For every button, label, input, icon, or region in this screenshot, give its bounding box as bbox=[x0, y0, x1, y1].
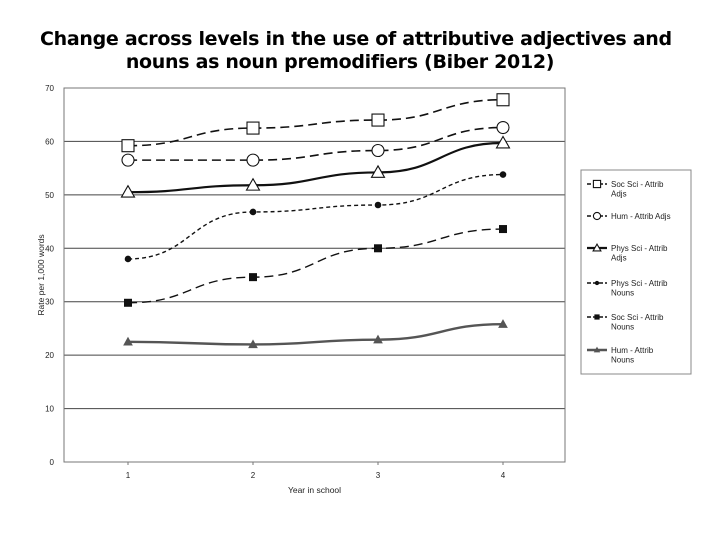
series-0-point-2 bbox=[246, 121, 260, 135]
y-tick-label-60: 60 bbox=[45, 137, 54, 146]
series-line-5 bbox=[127, 322, 504, 346]
series-4-point-4 bbox=[499, 225, 507, 234]
y-tick-label-40: 40 bbox=[45, 244, 54, 253]
legend-marker-5 bbox=[593, 346, 601, 353]
legend-marker-4 bbox=[594, 314, 600, 320]
series-0-point-4 bbox=[496, 93, 510, 107]
chart-title-line-1: Change across levels in the use of attri… bbox=[40, 28, 672, 50]
series-3-point-2 bbox=[249, 208, 257, 216]
series-line-3 bbox=[127, 173, 504, 260]
x-tick-label-1: 1 bbox=[126, 471, 131, 480]
series-5-point-3 bbox=[373, 334, 383, 344]
legend-label-4-line-1: Nouns bbox=[611, 323, 634, 332]
series-0-point-3 bbox=[371, 113, 385, 127]
series-2-point-4 bbox=[495, 135, 511, 149]
legend-marker-1 bbox=[592, 211, 602, 221]
series-4-point-2 bbox=[249, 273, 257, 282]
legend-box bbox=[580, 169, 692, 375]
series-3-point-1 bbox=[124, 255, 132, 263]
series-line-1 bbox=[128, 126, 504, 161]
legend-label-3-line-1: Nouns bbox=[611, 289, 634, 298]
plot-area-frame bbox=[63, 87, 566, 463]
series-2-point-1 bbox=[120, 184, 136, 198]
series-line-4 bbox=[127, 228, 504, 304]
series-1-point-1 bbox=[121, 153, 135, 167]
series-5-point-1 bbox=[123, 336, 133, 346]
legend-marker-0 bbox=[592, 179, 602, 189]
y-tick-label-20: 20 bbox=[45, 351, 54, 360]
series-line-0 bbox=[127, 98, 504, 147]
y-tick-label-70: 70 bbox=[45, 84, 54, 93]
series-line-2 bbox=[127, 141, 504, 194]
x-tick-label-3: 3 bbox=[376, 471, 381, 480]
series-3-point-3 bbox=[374, 201, 382, 209]
x-tick-label-2: 2 bbox=[251, 471, 256, 480]
series-2-point-3 bbox=[370, 164, 386, 178]
legend-label-0-line-1: Adjs bbox=[611, 190, 627, 199]
y-tick-label-10: 10 bbox=[45, 405, 54, 414]
series-2-point-2 bbox=[245, 177, 261, 191]
y-tick-label-0: 0 bbox=[50, 458, 55, 467]
series-1-point-4 bbox=[496, 120, 510, 135]
legend-label-1-line-0: Hum - Attrib Adjs bbox=[611, 212, 671, 221]
y-axis-label: Rate per 1,000 words bbox=[36, 234, 46, 315]
series-4-point-3 bbox=[374, 244, 382, 253]
y-tick-label-30: 30 bbox=[45, 298, 54, 307]
x-tick-label-4: 4 bbox=[501, 471, 506, 480]
series-1-point-2 bbox=[246, 153, 260, 167]
series-3-point-4 bbox=[499, 171, 507, 178]
legend-label-4-line-0: Soc Sci - Attrib bbox=[611, 313, 664, 322]
series-4-point-1 bbox=[124, 298, 132, 307]
series-1-point-3 bbox=[371, 143, 385, 158]
legend-label-0-line-0: Soc Sci - Attrib bbox=[611, 180, 664, 189]
series-5-point-2 bbox=[248, 339, 258, 349]
legend-label-5-line-1: Nouns bbox=[611, 356, 634, 365]
legend-marker-2 bbox=[592, 242, 602, 252]
series-0-point-1 bbox=[121, 139, 135, 153]
legend-marker-3 bbox=[594, 280, 600, 286]
chart-title-line-2: nouns as noun premodifiers (Biber 2012) bbox=[125, 51, 555, 73]
legend-label-5-line-0: Hum - Attrib bbox=[611, 346, 654, 355]
series-5-point-4 bbox=[498, 319, 508, 328]
x-axis-label: Year in school bbox=[288, 485, 341, 495]
legend-label-2-line-1: Adjs bbox=[611, 254, 627, 263]
legend-label-3-line-0: Phys Sci - Attrib bbox=[611, 279, 668, 288]
legend-label-2-line-0: Phys Sci - Attrib bbox=[611, 244, 668, 253]
y-tick-label-50: 50 bbox=[45, 191, 54, 200]
chart-title: Change across levels in the use of attri… bbox=[40, 28, 672, 74]
